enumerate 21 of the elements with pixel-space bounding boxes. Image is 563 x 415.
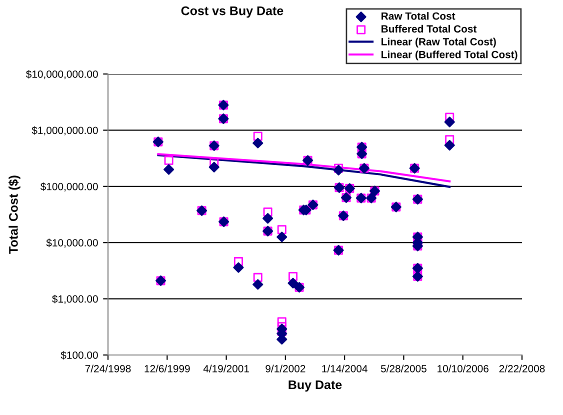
legend-label: Buffered Total Cost [382,24,477,33]
legend-label: Linear (Buffered Total Cost) [382,50,518,60]
x-tick-label: 10/10/2006 [438,364,488,372]
x-tick-label: 7/24/1998 [85,364,131,372]
y-tick-label: $10,000.00 [46,238,98,248]
x-tick-label: 2/22/2008 [499,364,545,372]
y-tick-label: $1,000,000.00 [32,126,98,136]
x-tick-label: 5/28/2005 [380,364,426,372]
x-tick-label: 4/19/2001 [203,364,249,372]
x-tick-label: 12/6/1999 [144,364,190,372]
y-tick-label: $10,000,000.00 [26,70,98,80]
chart-title: Cost vs Buy Date [181,6,284,18]
x-tick-label: 9/1/2002 [266,364,306,372]
x-tick-label: 1/14/2004 [322,364,368,372]
legend-label: Raw Total Cost [382,12,456,20]
y-tick-label: $100.00 [60,351,98,360]
y-axis-title: Total Cost ($) [8,176,20,254]
y-tick-label: $100,000.00 [40,182,98,192]
y-tick-label: $1,000.00 [52,294,98,304]
x-axis-title: Buy Date [288,380,342,392]
legend-label: Linear (Raw Total Cost) [382,38,496,48]
